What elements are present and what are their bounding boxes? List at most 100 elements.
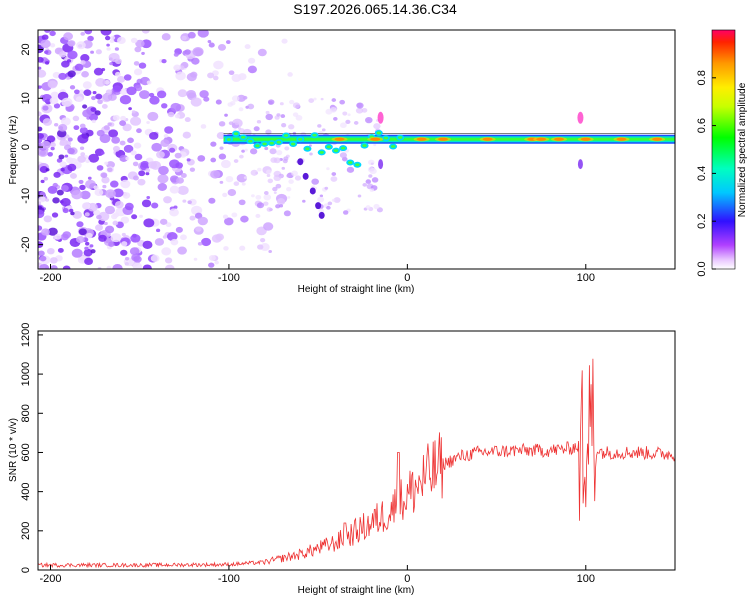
noise-blob xyxy=(233,159,239,163)
noise-blob xyxy=(370,162,374,165)
noise-blob xyxy=(365,116,373,124)
noise-blob xyxy=(112,264,123,269)
ridge-blob xyxy=(298,137,303,141)
noise-blob xyxy=(275,183,282,189)
noise-blob xyxy=(159,218,168,225)
noise-blob xyxy=(161,33,171,41)
noise-blob xyxy=(201,237,212,247)
noise-blob xyxy=(239,154,244,159)
ridge-blob xyxy=(226,138,232,141)
ridge-blob xyxy=(362,144,367,148)
noise-blob xyxy=(75,96,83,103)
snr-frame xyxy=(37,330,676,571)
noise-blob xyxy=(113,188,124,198)
noise-blob xyxy=(190,97,202,107)
noise-blob xyxy=(42,118,53,126)
ridge-tail-blob xyxy=(297,158,304,166)
noise-blob xyxy=(182,199,187,203)
noise-blob xyxy=(347,113,351,117)
noise-blob xyxy=(241,182,246,186)
noise-blob xyxy=(112,85,122,93)
noise-blob xyxy=(197,155,206,162)
snr-y-tick-label: 0 xyxy=(20,567,32,573)
noise-blob xyxy=(222,192,228,198)
snr-x-tick-label: 0 xyxy=(404,573,410,585)
noise-blob xyxy=(264,146,269,151)
spectrogram-frame xyxy=(37,29,676,270)
noise-blob xyxy=(41,34,49,41)
noise-blob xyxy=(43,176,49,181)
noise-blob xyxy=(74,89,80,95)
noise-blob xyxy=(141,199,152,208)
noise-blob xyxy=(218,153,227,160)
ridge-blob xyxy=(319,151,324,154)
noise-blob xyxy=(104,205,116,215)
noise-blob xyxy=(79,146,85,151)
noise-blob xyxy=(149,92,155,98)
noise-blob xyxy=(61,60,70,68)
noise-blob xyxy=(265,110,270,115)
noise-blob xyxy=(368,174,373,178)
ridge-hotspot-halo xyxy=(649,137,666,142)
noise-blob xyxy=(38,138,43,143)
noise-blob xyxy=(273,157,281,164)
noise-blob xyxy=(149,131,159,140)
noise-blob xyxy=(67,147,75,155)
noise-blob xyxy=(94,188,104,197)
noise-blob xyxy=(169,208,179,217)
noise-blob xyxy=(129,247,140,256)
noise-blob xyxy=(193,257,198,261)
noise-blob xyxy=(123,144,134,153)
noise-blob xyxy=(146,196,151,200)
noise-blob xyxy=(244,148,248,152)
ridge-blob xyxy=(348,161,353,164)
noise-blob xyxy=(287,196,291,199)
ridge-blob xyxy=(290,142,296,146)
noise-blob xyxy=(58,154,65,160)
noise-blob xyxy=(286,173,291,178)
ridge-hotspot-halo xyxy=(479,137,496,142)
noise-blob xyxy=(67,50,78,60)
noise-blob xyxy=(242,128,252,137)
noise-blob xyxy=(273,174,282,182)
noise-blob xyxy=(187,200,192,205)
noise-blob xyxy=(234,121,240,126)
noise-blob xyxy=(133,142,142,149)
noise-blob xyxy=(63,32,73,41)
ridge-tail-blob xyxy=(318,211,325,219)
snr-series-line xyxy=(38,358,675,569)
colorbar-tick-label: 0.8 xyxy=(696,70,708,85)
noise-blob xyxy=(49,30,56,37)
noise-blob xyxy=(175,226,183,233)
noise-blob xyxy=(124,202,134,211)
noise-blob xyxy=(238,128,245,134)
noise-blob xyxy=(76,235,85,244)
noise-blob xyxy=(121,232,126,237)
spectrogram-y-tick-label: 20 xyxy=(20,43,32,55)
noise-blob xyxy=(38,66,42,70)
noise-blob xyxy=(272,186,278,192)
noise-blob xyxy=(119,154,129,162)
noise-blob xyxy=(74,63,84,71)
noise-blob xyxy=(92,90,97,95)
noise-blob xyxy=(84,212,90,217)
noise-blob xyxy=(95,224,103,231)
noise-blob xyxy=(313,97,317,101)
noise-blob xyxy=(165,222,172,228)
noise-blob xyxy=(155,228,161,233)
noise-blob xyxy=(47,185,58,194)
noise-blob xyxy=(211,234,222,243)
noise-blob xyxy=(279,102,284,106)
noise-blob xyxy=(122,123,132,132)
noise-blob xyxy=(38,85,42,89)
noise-blob xyxy=(231,95,240,102)
noise-blob xyxy=(317,124,322,128)
noise-blob xyxy=(130,150,137,156)
noise-blob xyxy=(320,97,324,101)
noise-blob xyxy=(94,110,101,116)
noise-blob xyxy=(84,30,93,35)
noise-blob xyxy=(69,85,76,90)
noise-blob xyxy=(90,107,97,112)
